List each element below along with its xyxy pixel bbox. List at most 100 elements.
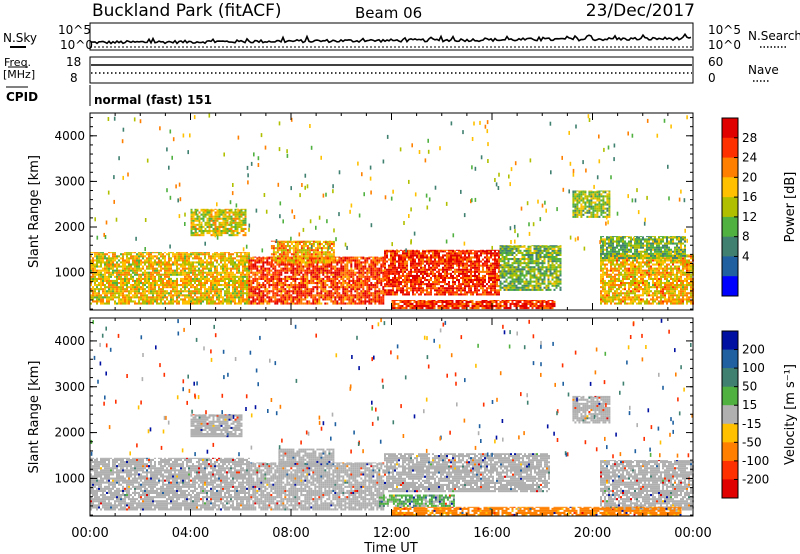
heatmap-cell <box>346 286 348 288</box>
heatmap-cell <box>122 257 124 259</box>
heatmap-cell <box>142 257 144 259</box>
heatmap-cell <box>538 270 540 272</box>
heatmap-cell <box>268 272 270 274</box>
heatmap-cell <box>196 278 198 280</box>
heatmap-cell <box>92 259 94 261</box>
heatmap-cell <box>364 268 366 270</box>
heatmap-cell <box>422 250 424 251</box>
heatmap-cell <box>492 259 494 261</box>
heatmap-cell <box>208 288 210 290</box>
heatmap-cell <box>176 270 178 272</box>
heatmap-cell <box>360 303 362 305</box>
heatmap-cell <box>438 259 440 261</box>
heatmap-cell <box>514 281 516 283</box>
heatmap-cell <box>112 270 114 272</box>
heatmap-cell <box>350 257 352 259</box>
heatmap-cell <box>394 277 396 279</box>
heatmap-cell <box>258 298 260 300</box>
heatmap-cell <box>124 278 126 280</box>
heatmap-cell <box>516 245 518 246</box>
heatmap-cell <box>332 282 334 284</box>
heatmap-cell <box>190 294 192 296</box>
heatmap-cell <box>518 248 520 250</box>
heatmap-cell <box>506 281 508 283</box>
heatmap-cell <box>166 298 168 300</box>
heatmap-cell <box>282 268 284 270</box>
heatmap-cell <box>188 300 190 302</box>
heatmap-cell <box>360 292 362 294</box>
heatmap-cell <box>464 269 466 271</box>
heatmap-cell <box>380 303 382 305</box>
heatmap-cell <box>326 284 328 286</box>
heatmap-cell <box>366 261 368 263</box>
heatmap-cell <box>448 261 450 263</box>
heatmap-cell <box>174 261 176 263</box>
heatmap-cell <box>358 294 360 296</box>
heatmap-cell <box>122 292 124 294</box>
heatmap-cell <box>448 269 450 271</box>
heatmap-cell <box>286 296 288 298</box>
heatmap-cell <box>278 294 280 296</box>
heatmap-cell <box>396 279 398 281</box>
heatmap-cell <box>436 271 438 273</box>
heatmap-cell <box>92 270 94 272</box>
heatmap-cell <box>174 294 176 296</box>
heatmap-cell <box>120 303 122 305</box>
heatmap-cell <box>434 256 436 258</box>
heatmap-cell <box>324 270 326 272</box>
heatmap-cell <box>148 276 150 278</box>
heatmap-cell <box>408 252 410 254</box>
heatmap-cell <box>102 280 104 282</box>
heatmap-cell <box>470 261 472 263</box>
heatmap-cell <box>268 264 270 266</box>
heatmap-cell <box>602 284 604 286</box>
heatmap-cell <box>330 294 332 296</box>
heatmap-cell <box>496 285 498 287</box>
heatmap-cell <box>348 270 350 272</box>
heatmap-cell <box>298 298 300 300</box>
heatmap-cell <box>466 259 468 261</box>
heatmap-cell <box>196 288 198 290</box>
heatmap-cell <box>176 282 178 284</box>
heatmap-cell <box>146 303 148 305</box>
heatmap-cell <box>424 254 426 256</box>
heatmap-cell <box>366 290 368 292</box>
heatmap-cell <box>600 303 602 305</box>
heatmap-cell <box>326 266 328 268</box>
heatmap-cell <box>456 289 458 291</box>
heatmap-cell <box>390 256 392 258</box>
heatmap-cell <box>158 264 160 266</box>
heatmap-cell <box>258 261 260 263</box>
heatmap-cell <box>172 274 174 276</box>
heatmap-cell <box>456 277 458 279</box>
heatmap-cell <box>110 266 112 268</box>
heatmap-cell <box>200 288 202 290</box>
heatmap-cell <box>462 252 464 254</box>
heatmap-cell <box>508 248 510 250</box>
heatmap-cell <box>130 296 132 298</box>
heatmap-cell <box>618 300 620 302</box>
heatmap-cell <box>344 298 346 300</box>
heatmap-cell <box>274 272 276 274</box>
heatmap-cell <box>484 250 486 252</box>
heatmap-cell <box>514 256 516 258</box>
heatmap-cell <box>378 268 380 270</box>
heatmap-cell <box>112 274 114 276</box>
heatmap-cell <box>416 263 418 265</box>
heatmap-cell <box>322 290 324 292</box>
heatmap-cell <box>456 259 458 261</box>
heatmap-cell <box>182 268 184 270</box>
heatmap-cell <box>146 290 148 292</box>
heatmap-cell <box>516 258 518 260</box>
heatmap-cell <box>512 289 514 291</box>
heatmap-cell <box>466 273 468 275</box>
heatmap-cell <box>504 277 506 279</box>
heatmap-cell <box>540 245 542 246</box>
heatmap-cell <box>122 253 124 255</box>
heatmap-cell <box>464 291 466 293</box>
heatmap-cell <box>134 266 136 268</box>
heatmap-cell <box>310 303 312 305</box>
heatmap-cell <box>406 279 408 281</box>
heatmap-cell <box>552 245 554 246</box>
heatmap-cell <box>444 289 446 291</box>
